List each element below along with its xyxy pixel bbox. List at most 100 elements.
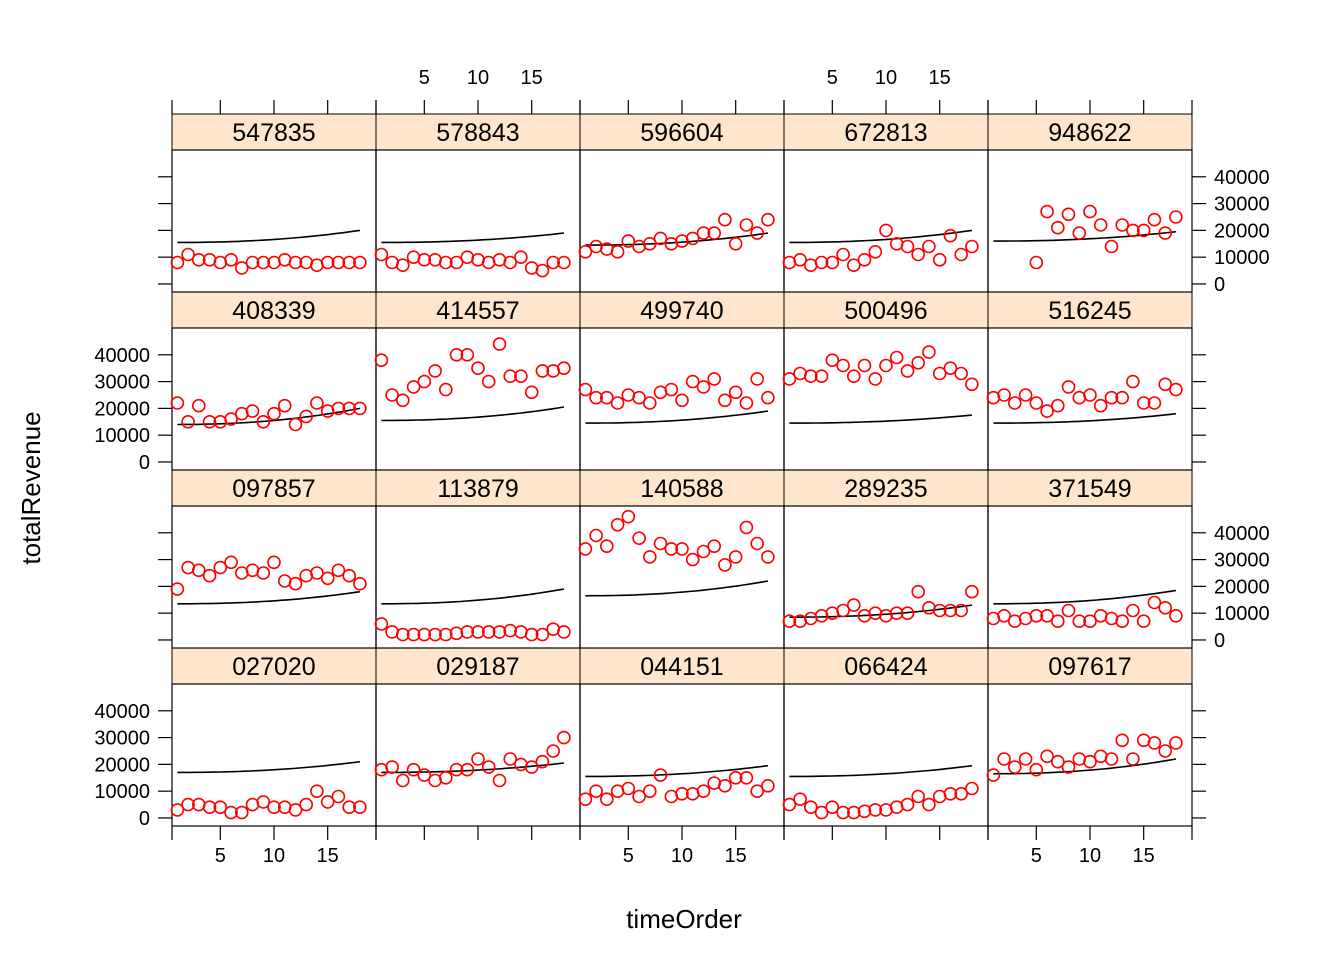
point-289235-12 (900, 606, 915, 621)
point-029187-18 (557, 730, 571, 745)
panel-596604: 596604 (578, 113, 785, 293)
y-tick-label: 0 (1214, 274, 1225, 296)
point-097857-14 (310, 566, 324, 580)
point-371549-18 (1169, 608, 1183, 623)
point-371549-5 (1029, 608, 1044, 623)
point-097617-1 (986, 768, 1001, 782)
point-044151-16 (739, 770, 754, 785)
panel-289235: 289235 (782, 469, 989, 649)
strip-label-097857: 097857 (232, 475, 315, 503)
point-414557-9 (460, 347, 475, 362)
point-672813-12 (900, 239, 915, 254)
point-029187-2 (385, 760, 399, 774)
y-tick-label: 30000 (1214, 550, 1270, 572)
point-044151-14 (718, 778, 732, 793)
point-547835-16 (331, 255, 346, 270)
point-500496-11 (889, 350, 904, 365)
strip-label-672813: 672813 (844, 119, 927, 147)
point-371549-13 (1115, 614, 1129, 629)
point-499740-17 (750, 372, 765, 386)
point-097857-4 (202, 568, 217, 583)
point-097617-7 (1051, 754, 1065, 769)
point-408339-4 (202, 414, 217, 429)
point-672813-9 (868, 245, 883, 259)
point-066424-14 (922, 797, 936, 812)
point-578843-14 (514, 250, 528, 265)
point-672813-6 (836, 247, 850, 262)
point-097617-5 (1029, 762, 1044, 777)
point-578843-7 (438, 255, 453, 270)
point-499740-3 (599, 390, 614, 405)
point-029187-4 (406, 762, 421, 777)
point-499740-7 (642, 396, 657, 410)
point-140588-15 (728, 550, 743, 564)
point-140588-12 (696, 544, 711, 559)
point-948622-16 (1147, 212, 1162, 227)
point-414557-16 (535, 364, 550, 378)
point-547835-9 (256, 255, 271, 270)
point-371549-14 (1126, 603, 1140, 618)
point-414557-11 (481, 374, 496, 389)
point-097857-10 (267, 555, 281, 570)
point-414557-3 (395, 393, 410, 408)
panel-029187: 029187 (374, 647, 581, 827)
point-044151-5 (621, 781, 636, 796)
strip-097857 (171, 469, 377, 507)
point-097617-13 (1115, 733, 1129, 748)
point-948622-7 (1051, 220, 1065, 235)
point-044151-12 (696, 784, 711, 799)
point-516245-8 (1061, 380, 1076, 394)
point-140588-13 (707, 539, 722, 554)
point-408339-18 (353, 401, 367, 416)
panel-frame-289235 (783, 505, 989, 649)
point-547835-7 (235, 261, 249, 275)
point-500496-9 (868, 372, 883, 386)
point-044151-15 (728, 770, 743, 785)
point-414557-8 (449, 347, 464, 362)
point-578843-3 (395, 258, 410, 273)
point-113879-12 (492, 625, 507, 639)
point-596604-5 (621, 234, 636, 248)
point-516245-7 (1051, 398, 1065, 413)
point-029187-9 (460, 762, 475, 777)
point-516245-6 (1040, 404, 1054, 418)
panel-frame-547835 (171, 149, 377, 293)
panel-frame-408339 (171, 327, 377, 471)
y-tick-label: 10000 (1214, 603, 1270, 625)
point-371549-9 (1072, 614, 1087, 629)
point-371549-17 (1158, 600, 1172, 615)
point-140588-7 (642, 550, 657, 564)
x-tick-label: 10 (1079, 845, 1101, 867)
fitted-line-500496 (789, 414, 972, 424)
point-066424-16 (943, 786, 958, 801)
point-066424-5 (825, 800, 840, 815)
panel-672813: 672813 (782, 113, 989, 293)
panel-044151: 044151 (578, 647, 785, 827)
panel-414557: 414557 (374, 291, 581, 471)
point-499740-14 (718, 393, 732, 408)
point-097857-1 (170, 582, 185, 596)
y-tick-label: 40000 (1214, 523, 1270, 545)
point-578843-13 (503, 255, 518, 270)
point-596604-17 (750, 226, 765, 240)
point-499740-16 (739, 396, 754, 410)
point-596604-12 (696, 226, 711, 240)
point-516245-14 (1126, 374, 1140, 389)
point-044151-17 (750, 784, 765, 799)
strip-label-097617: 097617 (1048, 653, 1131, 681)
point-578843-1 (374, 247, 389, 262)
point-516245-12 (1104, 390, 1119, 405)
y-tick-label: 30000 (1214, 194, 1270, 216)
point-113879-16 (535, 627, 550, 642)
point-044151-7 (642, 784, 657, 799)
strip-097617 (987, 647, 1193, 685)
strip-label-547835: 547835 (232, 119, 315, 147)
point-547835-6 (224, 252, 238, 267)
point-066424-18 (965, 781, 979, 796)
fitted-line-499740 (585, 410, 769, 424)
panel-027020: 027020 (170, 647, 377, 827)
point-499740-15 (728, 385, 743, 400)
point-578843-16 (535, 263, 550, 278)
point-289235-15 (932, 603, 947, 618)
point-097617-6 (1040, 749, 1054, 764)
